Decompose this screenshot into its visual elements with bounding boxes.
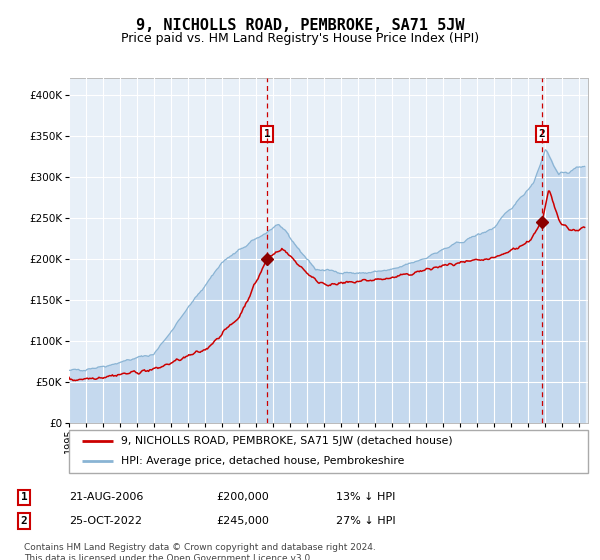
Text: 9, NICHOLLS ROAD, PEMBROKE, SA71 5JW (detached house): 9, NICHOLLS ROAD, PEMBROKE, SA71 5JW (de… [121,436,452,446]
FancyBboxPatch shape [69,430,588,473]
Text: 21-AUG-2006: 21-AUG-2006 [69,492,143,502]
Text: HPI: Average price, detached house, Pembrokeshire: HPI: Average price, detached house, Pemb… [121,456,404,466]
Text: 27% ↓ HPI: 27% ↓ HPI [336,516,395,526]
Text: Price paid vs. HM Land Registry's House Price Index (HPI): Price paid vs. HM Land Registry's House … [121,32,479,45]
Text: 2: 2 [20,516,28,526]
Text: 25-OCT-2022: 25-OCT-2022 [69,516,142,526]
Text: 9, NICHOLLS ROAD, PEMBROKE, SA71 5JW: 9, NICHOLLS ROAD, PEMBROKE, SA71 5JW [136,18,464,33]
Text: 1: 1 [263,129,271,139]
Text: 2: 2 [539,129,545,139]
Text: Contains HM Land Registry data © Crown copyright and database right 2024.
This d: Contains HM Land Registry data © Crown c… [24,543,376,560]
Text: 1: 1 [20,492,28,502]
Text: £245,000: £245,000 [216,516,269,526]
Text: £200,000: £200,000 [216,492,269,502]
Text: 13% ↓ HPI: 13% ↓ HPI [336,492,395,502]
